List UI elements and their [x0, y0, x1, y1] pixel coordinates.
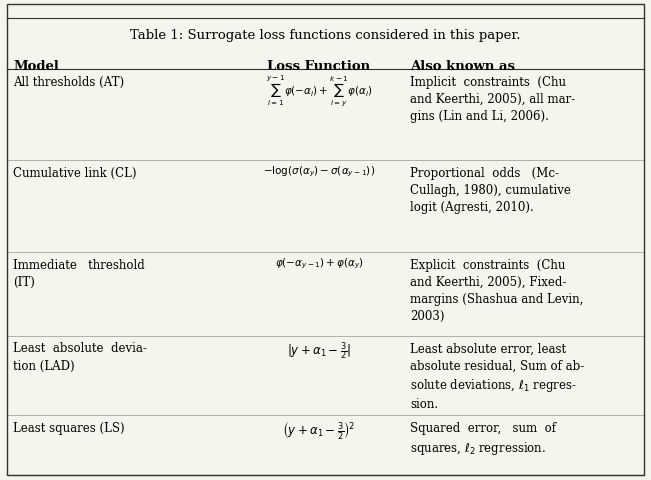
Text: Table 1: Surrogate loss functions considered in this paper.: Table 1: Surrogate loss functions consid… [130, 29, 521, 42]
Text: Least absolute error, least
absolute residual, Sum of ab-
solute deviations, $\e: Least absolute error, least absolute res… [410, 342, 585, 410]
Text: All thresholds (AT): All thresholds (AT) [13, 76, 124, 89]
Text: $|y+\alpha_1-\frac{3}{2}|$: $|y+\alpha_1-\frac{3}{2}|$ [287, 339, 351, 361]
Text: Least  absolute  devia-
tion (LAD): Least absolute devia- tion (LAD) [13, 342, 147, 372]
Text: $\varphi(-\alpha_{y-1})+\varphi(\alpha_y)$: $\varphi(-\alpha_{y-1})+\varphi(\alpha_y… [275, 256, 363, 270]
Text: Model: Model [13, 60, 59, 73]
Text: $\sum_{i=1}^{y-1}\varphi(-\alpha_i)+\sum_{i=y}^{k-1}\varphi(\alpha_i)$: $\sum_{i=1}^{y-1}\varphi(-\alpha_i)+\sum… [266, 73, 372, 108]
Text: Proportional  odds   (Mc-
Cullagh, 1980), cumulative
logit (Agresti, 2010).: Proportional odds (Mc- Cullagh, 1980), c… [410, 167, 571, 214]
Text: Loss Function: Loss Function [268, 60, 370, 73]
Text: Implicit  constraints  (Chu
and Keerthi, 2005), all mar-
gins (Lin and Li, 2006): Implicit constraints (Chu and Keerthi, 2… [410, 76, 575, 123]
Text: $\left(y+\alpha_1-\frac{3}{2}\right)^{\!2}$: $\left(y+\alpha_1-\frac{3}{2}\right)^{\!… [283, 419, 355, 440]
Text: Cumulative link (CL): Cumulative link (CL) [13, 167, 137, 180]
Text: Explicit  constraints  (Chu
and Keerthi, 2005), Fixed-
margins (Shashua and Levi: Explicit constraints (Chu and Keerthi, 2… [410, 258, 583, 322]
Text: Squared  error,   sum  of
squares, $\ell_2$ regression.: Squared error, sum of squares, $\ell_2$ … [410, 421, 556, 456]
Text: Immediate   threshold
(IT): Immediate threshold (IT) [13, 258, 145, 288]
Text: Least squares (LS): Least squares (LS) [13, 421, 124, 434]
Text: $-\log(\sigma(\alpha_y)-\sigma(\alpha_{y-1}))$: $-\log(\sigma(\alpha_y)-\sigma(\alpha_{y… [263, 165, 375, 179]
FancyBboxPatch shape [7, 5, 644, 475]
Text: Also known as: Also known as [410, 60, 515, 73]
